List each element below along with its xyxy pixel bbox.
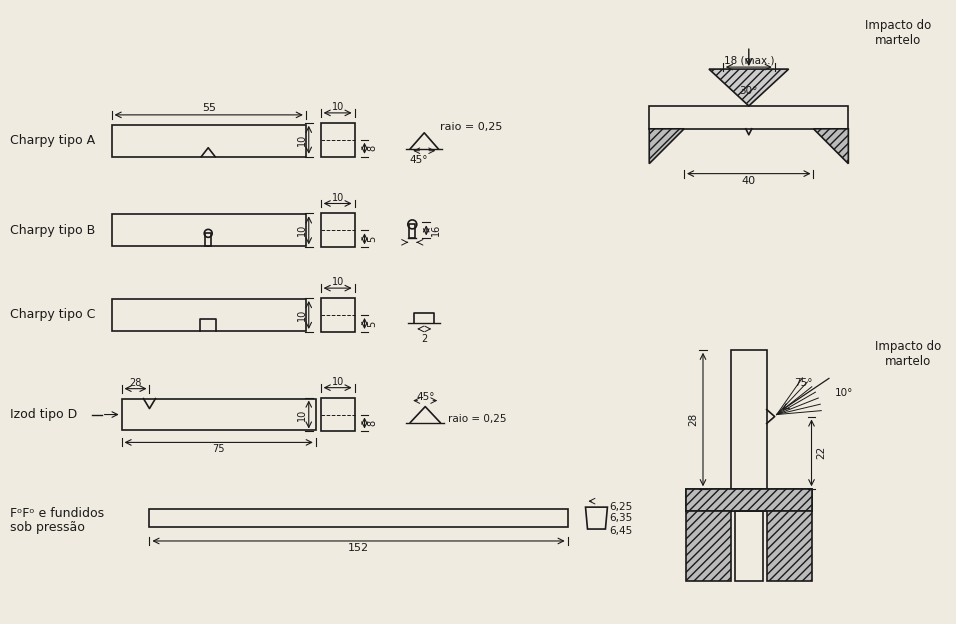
Text: 40: 40 [742, 175, 756, 185]
Text: raio = 0,25: raio = 0,25 [440, 122, 503, 132]
Text: Izod tipo D: Izod tipo D [11, 408, 77, 421]
Text: 45°: 45° [416, 392, 434, 402]
Text: FᵒFᵒ e fundidos: FᵒFᵒ e fundidos [11, 507, 104, 520]
Text: 2: 2 [421, 334, 427, 344]
Text: 10: 10 [332, 277, 344, 287]
Bar [686, 489, 812, 511]
Text: 16: 16 [431, 224, 441, 236]
Text: 45°: 45° [409, 155, 427, 165]
Text: 5: 5 [367, 320, 378, 326]
Bar [112, 299, 306, 331]
Text: 18 (max.): 18 (max.) [724, 55, 774, 65]
Text: 10: 10 [296, 224, 307, 236]
Bar [320, 397, 355, 431]
Polygon shape [709, 69, 789, 106]
Bar [121, 399, 315, 431]
Bar [112, 215, 306, 246]
Polygon shape [814, 129, 848, 163]
Text: 6,25: 6,25 [609, 502, 633, 512]
Bar [767, 511, 812, 581]
Text: 28: 28 [129, 378, 141, 388]
Bar [409, 225, 415, 238]
Text: 8: 8 [367, 145, 378, 151]
Text: Charpy tipo C: Charpy tipo C [11, 308, 96, 321]
Bar [149, 509, 568, 527]
Text: Impacto do
martelo: Impacto do martelo [875, 340, 942, 368]
Text: Charpy tipo B: Charpy tipo B [11, 224, 96, 237]
Text: raio = 0,25: raio = 0,25 [448, 414, 507, 424]
Text: 6,35: 6,35 [609, 513, 633, 523]
Bar [649, 106, 848, 129]
Bar [686, 511, 731, 581]
Text: 55: 55 [202, 103, 216, 113]
Text: 10°: 10° [835, 388, 853, 397]
Text: 152: 152 [348, 543, 369, 553]
Bar [112, 125, 306, 157]
Text: 75°: 75° [794, 378, 814, 388]
Text: Impacto do
martelo: Impacto do martelo [865, 19, 931, 47]
Text: 10: 10 [332, 193, 344, 203]
Bar [206, 233, 211, 246]
Text: 10: 10 [296, 309, 307, 321]
Bar [320, 123, 355, 157]
Text: 30°: 30° [740, 86, 758, 96]
Bar [320, 213, 355, 247]
Bar [731, 350, 767, 489]
Bar [686, 489, 812, 511]
Text: sob pressão: sob pressão [11, 520, 85, 534]
Text: 10: 10 [332, 102, 344, 112]
Bar [735, 511, 763, 581]
Text: 10: 10 [332, 377, 344, 387]
Text: 75: 75 [212, 444, 225, 454]
Text: 8: 8 [367, 420, 378, 426]
Text: 6,45: 6,45 [609, 526, 633, 536]
Text: 28: 28 [688, 413, 698, 426]
Text: Charpy tipo A: Charpy tipo A [11, 134, 96, 147]
Polygon shape [649, 129, 684, 163]
Text: 10: 10 [296, 134, 307, 146]
Text: 22: 22 [816, 446, 827, 459]
Bar [320, 298, 355, 332]
Text: 10: 10 [296, 409, 307, 421]
Text: 5: 5 [367, 236, 378, 242]
